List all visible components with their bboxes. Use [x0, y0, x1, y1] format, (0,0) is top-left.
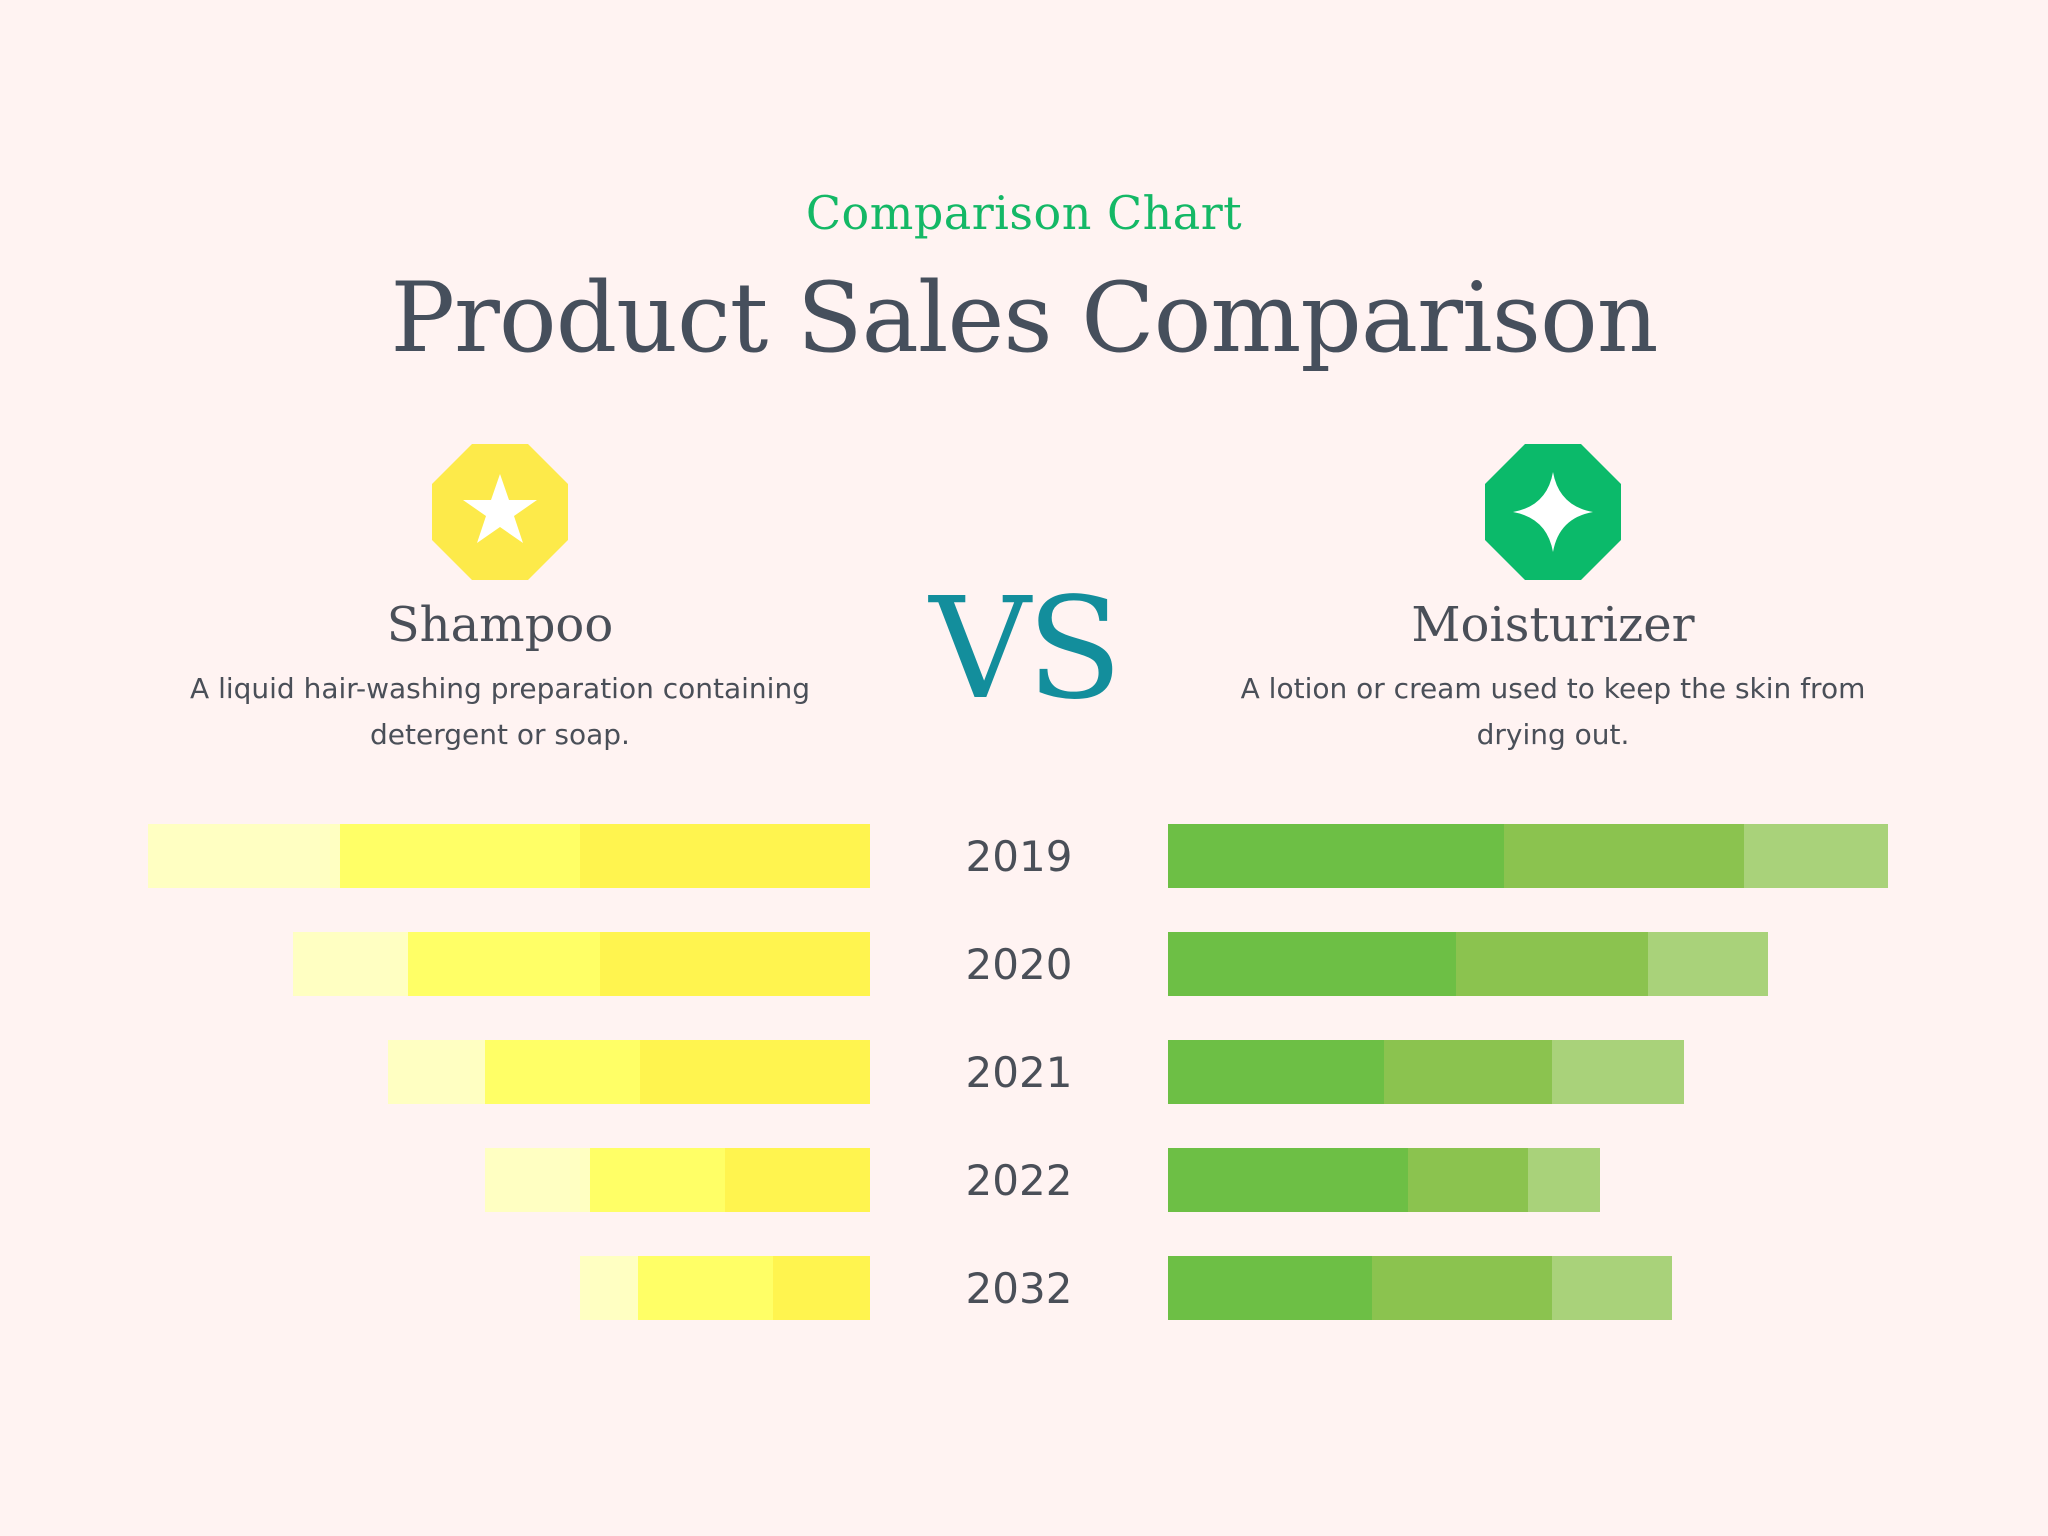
bar-shampoo-2022-segment-1: [725, 1148, 870, 1212]
bar-moisturizer-2021-segment-3: [1552, 1040, 1684, 1104]
bar-moisturizer-2019-segment-3: [1744, 824, 1888, 888]
year-label-2032: 2032: [966, 1264, 1073, 1313]
year-label-2021: 2021: [966, 1048, 1073, 1097]
year-label-2022: 2022: [966, 1156, 1073, 1205]
chart-subtitle: Comparison Chart: [805, 186, 1243, 240]
bar-moisturizer-2022-segment-1: [1168, 1148, 1408, 1212]
four-point-star-icon: [1485, 444, 1621, 580]
bar-shampoo-2020-segment-1: [600, 932, 870, 996]
bar-moisturizer-2021-segment-1: [1168, 1040, 1384, 1104]
bar-moisturizer-2020-segment-3: [1648, 932, 1768, 996]
bar-moisturizer-2019-segment-2: [1504, 824, 1744, 888]
vs-label: VS: [929, 568, 1122, 731]
star-icon: [432, 444, 568, 580]
product-name-shampoo: Shampoo: [386, 597, 614, 653]
bar-shampoo-2019-segment-3: [148, 824, 340, 888]
bar-moisturizer-2022-segment-2: [1408, 1148, 1528, 1212]
product-moisturizer: Moisturizer A lotion or cream used to ke…: [1203, 444, 1903, 758]
bar-shampoo-2022-segment-2: [590, 1148, 725, 1212]
product-shampoo: Shampoo A liquid hair-washing preparatio…: [150, 444, 850, 758]
bar-moisturizer-2032-segment-3: [1552, 1256, 1672, 1320]
bar-moisturizer-2022-segment-3: [1528, 1148, 1600, 1212]
bar-shampoo-2019-segment-1: [580, 824, 870, 888]
product-description-moisturizer: A lotion or cream used to keep the skin …: [1240, 672, 1866, 751]
bar-shampoo-2021-segment-3: [388, 1040, 485, 1104]
bar-shampoo-2021-segment-2: [485, 1040, 640, 1104]
bar-moisturizer-2020-segment-1: [1168, 932, 1456, 996]
bar-shampoo-2032-segment-2: [638, 1256, 773, 1320]
product-description-shampoo: A liquid hair-washing preparation contai…: [190, 672, 810, 751]
bar-moisturizer-2020-segment-2: [1456, 932, 1648, 996]
year-label-2019: 2019: [966, 832, 1073, 881]
bar-shampoo-2020-segment-3: [293, 932, 408, 996]
bar-shampoo-2032-segment-1: [773, 1256, 870, 1320]
bar-moisturizer-2032-segment-1: [1168, 1256, 1372, 1320]
chart-title: Product Sales Comparison: [390, 262, 1658, 374]
bar-shampoo-2021-segment-1: [640, 1040, 870, 1104]
bar-shampoo-2020-segment-2: [408, 932, 600, 996]
bar-moisturizer-2032-segment-2: [1372, 1256, 1552, 1320]
bar-shampoo-2032-segment-3: [580, 1256, 638, 1320]
bar-moisturizer-2019-segment-1: [1168, 824, 1504, 888]
product-name-moisturizer: Moisturizer: [1411, 597, 1695, 653]
year-label-2020: 2020: [966, 940, 1073, 989]
bar-shampoo-2019-segment-2: [340, 824, 580, 888]
bar-moisturizer-2021-segment-2: [1384, 1040, 1552, 1104]
bar-shampoo-2022-segment-3: [485, 1148, 590, 1212]
